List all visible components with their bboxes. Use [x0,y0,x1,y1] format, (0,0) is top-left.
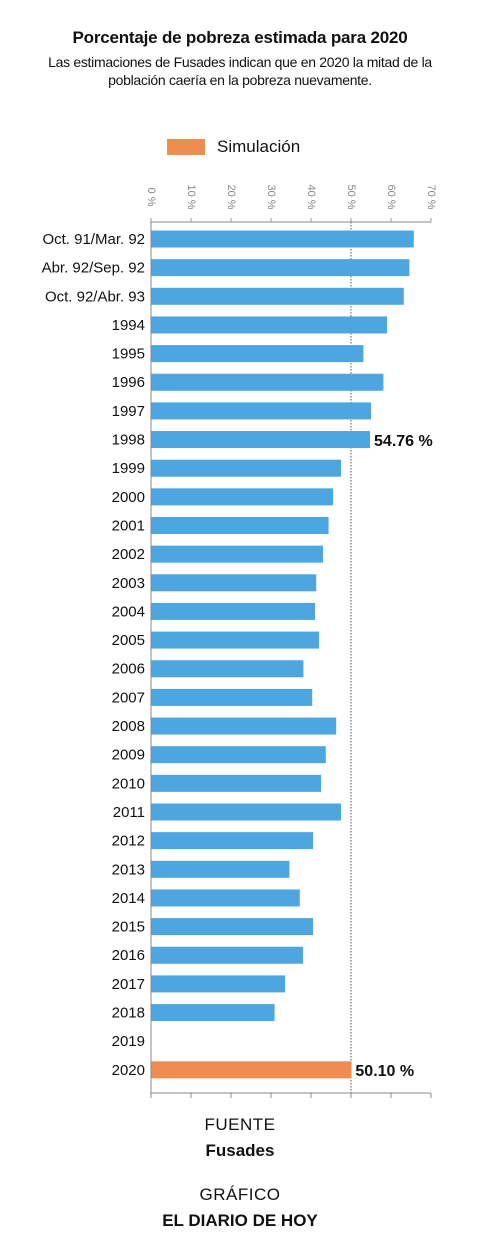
bar [151,602,315,620]
chart-subtitle: Las estimaciones de Fusades indican que … [48,54,432,88]
credit-value: EL DIARIO DE HOY [162,1211,318,1230]
category-label: 2013 [112,861,145,878]
category-label: 2020 [112,1062,145,1079]
bar [151,660,304,678]
bar [151,431,371,449]
bar [151,574,317,592]
category-label: Oct. 91/Mar. 92 [42,231,145,248]
bar [151,316,387,334]
x-tick-label: 70 % [425,184,437,209]
legend: Simulación [167,137,300,157]
x-tick-label: 20 % [225,184,237,209]
chart-title: Porcentaje de pobreza estimada para 2020 [72,28,408,47]
category-label: 2004 [112,603,145,620]
bar [151,488,333,506]
bar [151,975,285,993]
bar [151,345,364,363]
category-label: 2009 [112,747,145,764]
data-label: 50.10 % [355,1063,414,1080]
bar [151,860,290,878]
category-label: 1995 [112,346,145,363]
category-label: 2008 [112,718,145,735]
category-label: 1997 [112,403,145,420]
category-label: 1998 [112,432,145,449]
category-label: 2017 [112,976,145,993]
bar [151,889,300,907]
category-label: 1994 [112,317,145,334]
bar [151,946,303,964]
category-label: 2001 [112,517,145,534]
x-tick-label: 40 % [305,184,317,209]
category-label: 1996 [112,374,145,391]
bar [151,832,313,850]
category-label: 2018 [112,1005,145,1022]
bar [151,631,319,649]
bar [151,717,337,735]
category-label: 2002 [112,546,145,563]
category-label: 2011 [113,804,145,821]
data-label: 54.76 % [374,433,433,450]
bar [151,918,313,936]
bar [151,402,371,420]
bar [151,459,341,477]
x-tick-label: 30 % [265,184,277,209]
category-label: 2005 [112,632,145,649]
category-label: 2016 [112,947,145,964]
bar [151,774,321,792]
legend-swatch-simulation [167,139,205,155]
bar [151,746,326,764]
category-label: 2019 [112,1033,145,1050]
category-label: 2000 [112,489,145,506]
bar [151,688,313,706]
x-tick-label: 60 % [385,184,397,209]
bar [151,1004,275,1022]
legend-label-simulation: Simulación [217,137,301,156]
category-label: 2014 [112,890,145,907]
category-label: 2012 [112,833,145,850]
source-heading: FUENTE [204,1115,276,1134]
category-label: 2010 [112,775,145,792]
simulation-bar [151,1061,352,1079]
category-label: 2015 [112,919,145,936]
bar [151,545,323,563]
bar [151,373,384,391]
x-tick-label: 10 % [185,184,197,209]
bar [151,259,410,277]
category-label: 2007 [112,689,145,706]
bar [151,517,329,534]
category-label: Oct. 92/Abr. 93 [45,288,145,305]
bar [151,803,341,821]
credit-heading: GRÁFICO [199,1185,281,1204]
x-tick-label: 0 % [145,188,157,207]
category-label: Abr. 92/Sep. 92 [42,260,145,277]
source-value: Fusades [205,1141,275,1160]
category-label: 2003 [112,575,145,592]
bar [151,230,414,248]
bar [151,287,404,305]
category-label: 1999 [112,460,145,477]
x-tick-label: 50 % [345,184,357,209]
category-label: 2006 [112,661,145,678]
